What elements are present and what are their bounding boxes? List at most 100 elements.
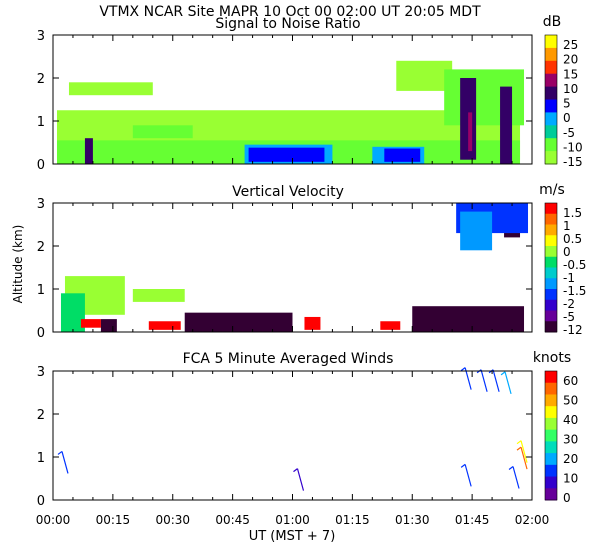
colorbar-swatch-7	[545, 278, 557, 290]
wind-barb-flag-6	[460, 463, 466, 468]
colorbar-swatch-5	[545, 429, 557, 442]
colorbar-swatch-4	[545, 246, 557, 258]
x-axis-label: UT (MST + 7)	[249, 529, 336, 544]
wind-barb-flag-0	[57, 450, 63, 455]
colorbar-swatch-8	[545, 464, 557, 478]
colorbar-label: 30	[563, 433, 578, 447]
colorbar-swatch-3	[545, 406, 557, 419]
winds-title: FCA 5 Minute Averaged Winds	[183, 351, 394, 367]
colorbar-label: 10	[563, 472, 578, 486]
colorbar-label: -5	[563, 310, 575, 324]
colorbar-swatch-1	[545, 382, 557, 395]
heatmap-patch-2-3	[304, 316, 321, 330]
heatmap-patch-2-4	[380, 321, 401, 330]
heatmap-patch-3-2	[412, 306, 525, 332]
x-tick-label: 00:45	[215, 513, 250, 527]
colorbar-swatch-8	[545, 289, 557, 301]
snr-unit: dB	[543, 14, 562, 30]
y-axis-label: Altitude (km)	[11, 225, 25, 304]
colorbar-label: -0.5	[563, 258, 586, 272]
x-tick-label: 01:00	[275, 513, 310, 527]
snr-title: Signal to Noise Ratio	[215, 16, 360, 32]
heatmap-patch-3-1	[184, 312, 293, 332]
winds-panel: FCA 5 Minute Averaged Winds knots 0 1 2 3 6…	[37, 350, 579, 509]
colorbar-label: -2	[563, 297, 575, 311]
colorbar-label: 60	[563, 374, 578, 388]
x-tick-label: 01:45	[455, 513, 490, 527]
wind-barb-4	[492, 369, 500, 392]
x-tick-labels: 00:00 00:15 00:30 00:45 01:00 01:15 01:30 01:45…	[36, 513, 550, 527]
y-tick-label: 1	[37, 115, 45, 130]
colorbar-label: 0.5	[563, 232, 582, 246]
heatmap-patch-3-0	[100, 319, 117, 332]
colorbar-label: 5	[563, 97, 571, 111]
wind-barb-7	[512, 466, 520, 489]
colorbar-label: 25	[563, 38, 578, 52]
colorbar-swatch-5	[545, 256, 557, 268]
colorbar-swatch-3	[545, 235, 557, 247]
plot-frame	[52, 370, 533, 501]
y-tick-label: 2	[37, 240, 45, 255]
wind-barb-flag-9	[516, 446, 522, 451]
colorbar-swatch-9	[545, 476, 557, 489]
colorbar-swatch-0	[545, 35, 557, 49]
wind-barb-0	[61, 451, 69, 474]
winds-plot: 0 1 2 3	[37, 365, 533, 509]
colorbar-swatch-1	[545, 47, 557, 62]
colorbar-swatch-10	[545, 488, 557, 501]
header-title: VTMX NCAR Site MAPR 10 Oct 00 02:00 UT 2…	[99, 4, 481, 20]
heatmap-patch-2-1	[148, 321, 181, 330]
heatmap-patch-1-1	[132, 125, 193, 139]
wind-barb-8	[520, 440, 528, 463]
colorbar-swatch-3	[545, 73, 557, 88]
heatmap-patch-2-0	[80, 319, 101, 328]
colorbar-swatch-2	[545, 394, 557, 407]
wind-barb-9	[520, 446, 528, 470]
heatmap-patch-3-0	[248, 147, 325, 162]
colorbar-swatch-11	[545, 321, 557, 333]
vv-unit: m/s	[539, 182, 565, 198]
heatmap-patch-5-0	[460, 211, 493, 251]
colorbar-label: -1.5	[563, 284, 586, 298]
colorbar-swatch-4	[545, 417, 557, 431]
colorbar-swatch-7	[545, 453, 557, 466]
colorbar-frame	[544, 202, 558, 333]
colorbar-swatch-6	[545, 441, 557, 454]
x-tick-label: 00:15	[96, 513, 131, 527]
winds-colorbar: 60 50 40 30 20 10 0	[544, 370, 578, 505]
colorbar-label: -15	[563, 155, 583, 169]
snr-plot: 0 1 2 3	[37, 29, 533, 173]
colorbar-swatch-5	[545, 99, 557, 113]
colorbar-swatch-9	[545, 299, 557, 311]
colorbar-label: 20	[563, 452, 578, 466]
y-tick-label: 0	[37, 158, 45, 173]
heatmap-patch-0-1	[132, 289, 185, 302]
wind-barb-1	[296, 468, 305, 491]
wind-barb-flag-1	[293, 468, 298, 473]
y-tick-label: 1	[37, 283, 45, 298]
colorbar-label: -1	[563, 271, 575, 285]
wind-barb-3	[480, 369, 488, 392]
colorbar-label: 10	[563, 82, 578, 96]
heatmap-patch-4-2	[500, 86, 513, 164]
wind-barb-flag-2	[460, 367, 466, 372]
y-tick-label: 2	[37, 72, 45, 87]
colorbar-label: -12	[563, 323, 583, 337]
wind-barb-6	[464, 464, 472, 487]
vv-title: Vertical Velocity	[232, 184, 344, 200]
colorbar-swatch-2	[545, 224, 557, 236]
wind-barb-flag-5	[500, 371, 506, 376]
x-tick-label: 02:00	[515, 513, 550, 527]
colorbar-label: 0	[563, 111, 571, 125]
x-tick-label: 00:30	[155, 513, 190, 527]
colorbar-swatch-1	[545, 213, 557, 225]
colorbar-label: -5	[563, 126, 575, 140]
colorbar-label: 20	[563, 53, 578, 67]
wind-barb-flag-7	[508, 466, 514, 470]
colorbar-swatch-9	[545, 151, 557, 165]
colorbar-swatch-0	[545, 371, 557, 384]
